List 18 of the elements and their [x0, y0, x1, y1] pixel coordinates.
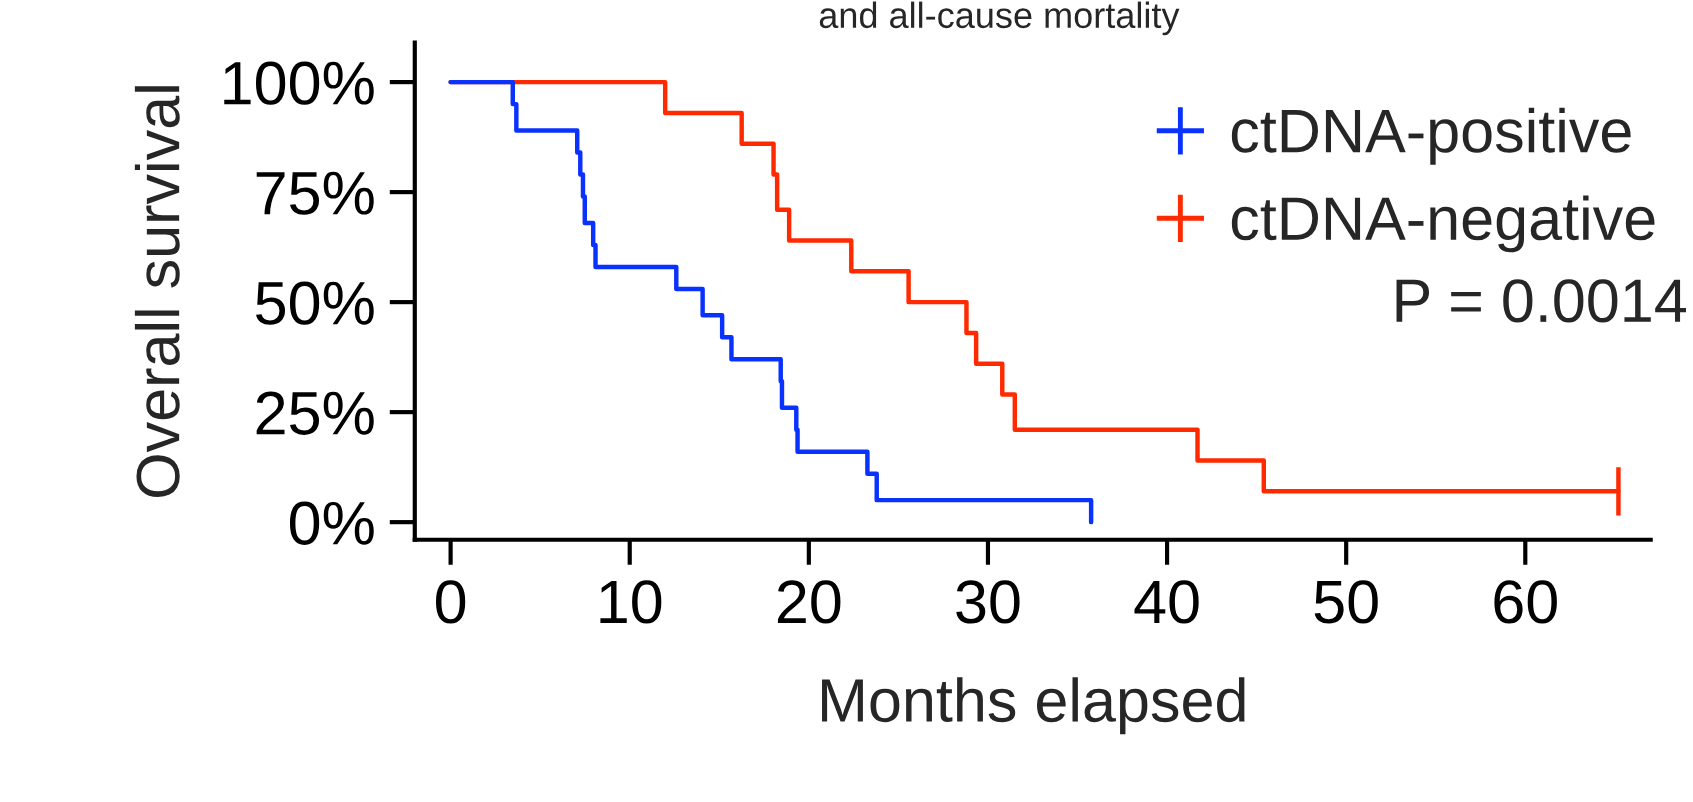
annotation: P = 0.0014 [1396, 279, 1686, 323]
x-tick-label: 50 [1314, 580, 1378, 624]
legend-label: ctDNA-positive [1231, 107, 1631, 165]
x-axis-title: Months elapsed [822, 677, 1245, 735]
y-axis-title: Overall survival [134, 86, 180, 498]
legend-label: ctDNA-negative [1231, 195, 1655, 253]
x-tick-label: 0 [436, 580, 466, 624]
y-tick-label: 50% [256, 281, 374, 325]
x-tick-label: 60 [1494, 580, 1557, 624]
y-tick-label: 100% [224, 61, 374, 105]
x-tick-label: 30 [956, 580, 1020, 624]
y-tick-label: 75% [256, 171, 374, 215]
chart-title: and all-cause mortality [819, 1, 1180, 36]
y-tick-label: 25% [256, 391, 374, 435]
x-tick-label: 10 [600, 580, 662, 624]
x-tick-label: 40 [1134, 580, 1199, 624]
y-tick-label: 0% [289, 501, 374, 545]
x-tick-label: 20 [777, 580, 841, 624]
